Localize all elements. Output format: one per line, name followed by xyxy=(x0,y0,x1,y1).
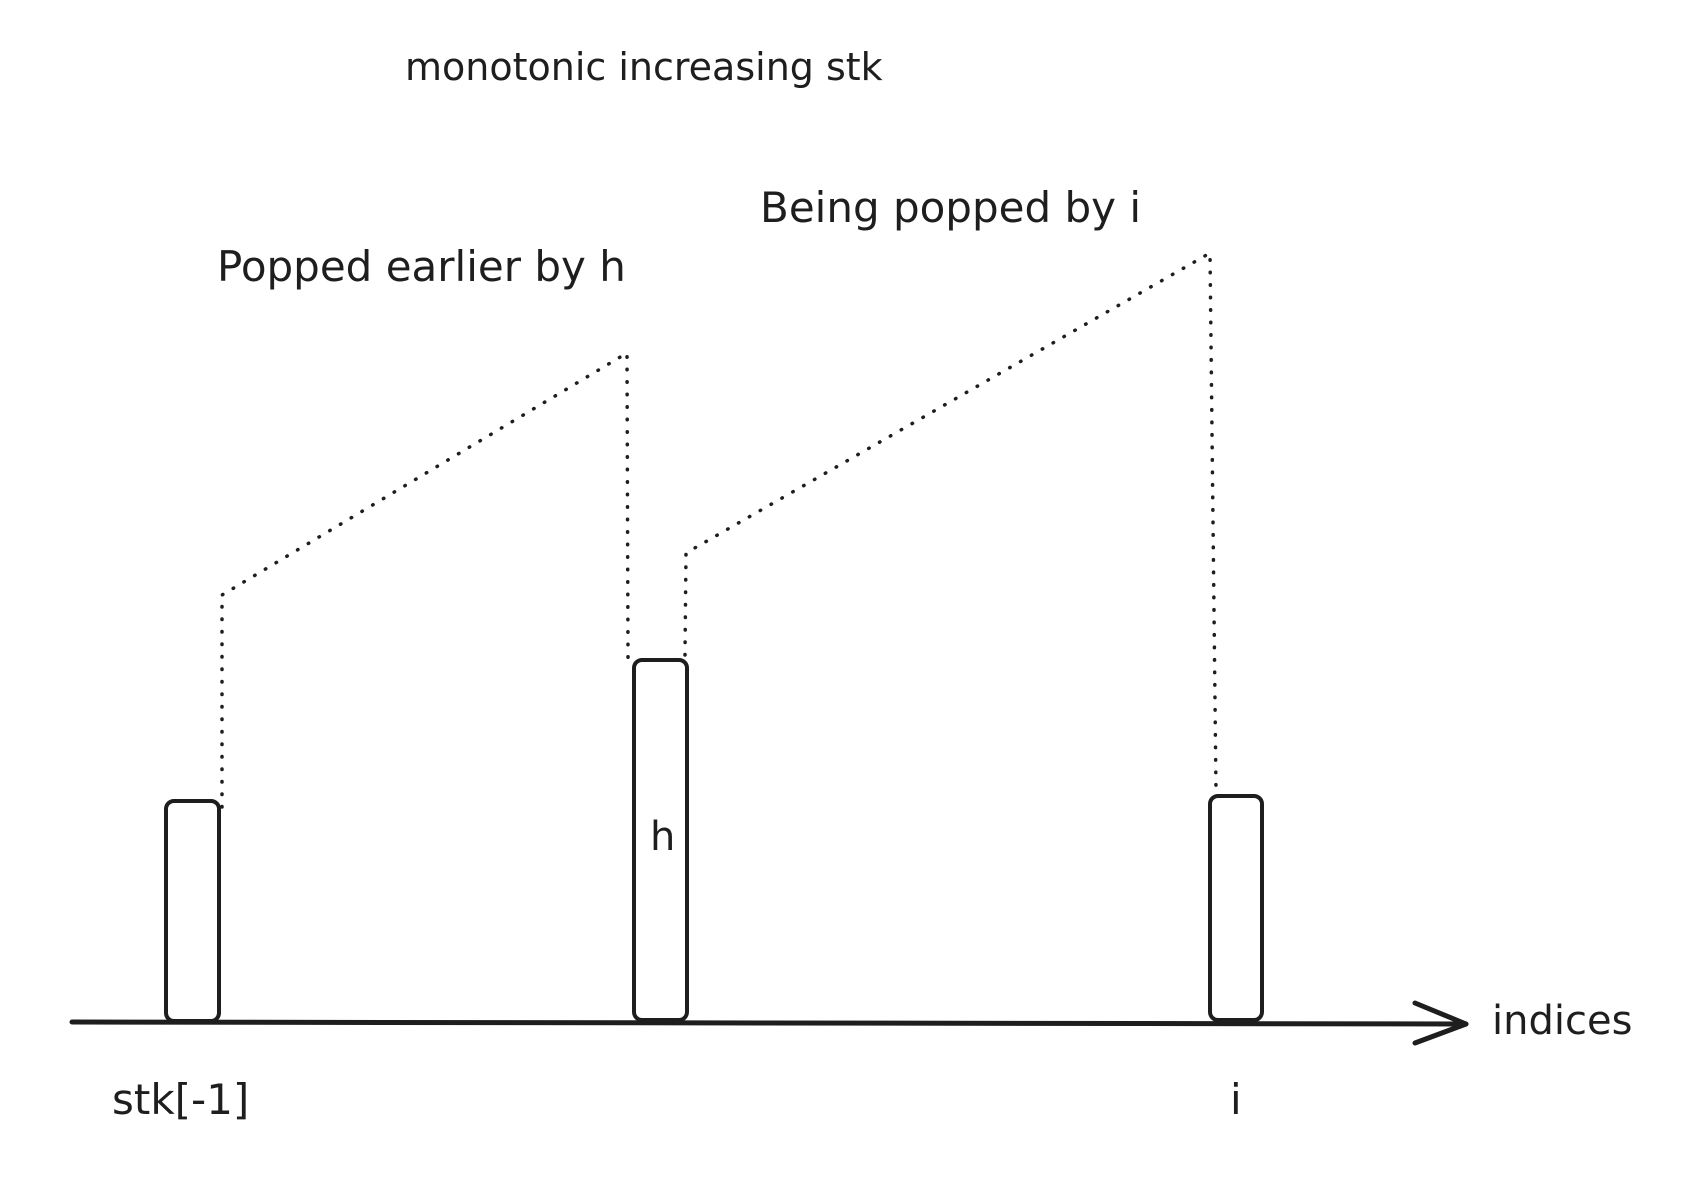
being-popped-guide xyxy=(683,250,1218,792)
stk-top-label: stk[-1] xyxy=(112,1075,249,1124)
being-popped-label: Being popped by i xyxy=(760,183,1141,232)
popped-earlier-guide xyxy=(220,349,630,809)
index-i-label: i xyxy=(1230,1075,1242,1124)
bar-h-label: h xyxy=(650,814,675,860)
bar-i xyxy=(1208,794,1264,1022)
bar-stk-top xyxy=(164,799,221,1023)
axis-arrowhead-icon xyxy=(1412,1000,1469,1046)
axis-label: indices xyxy=(1492,998,1632,1044)
popped-earlier-label: Popped earlier by h xyxy=(217,242,626,291)
x-axis xyxy=(69,1000,1469,1046)
bar-h xyxy=(632,658,689,1022)
diagram-title: monotonic increasing stk xyxy=(405,45,883,89)
